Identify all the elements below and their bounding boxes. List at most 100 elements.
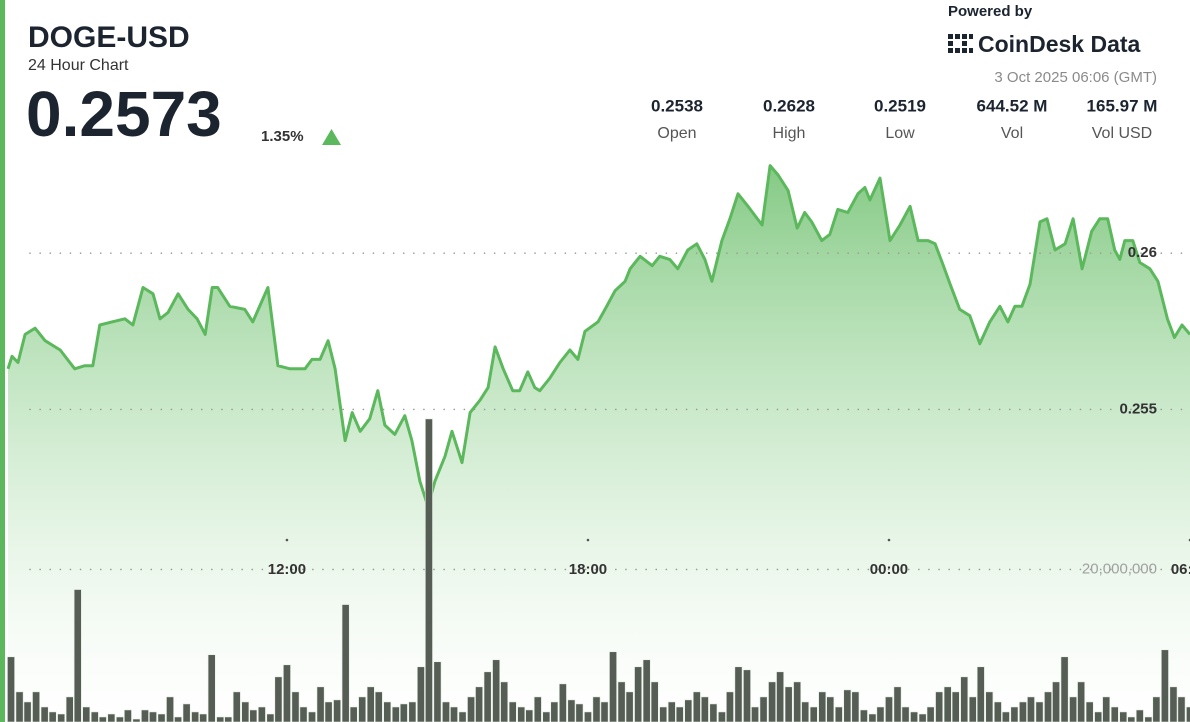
- volume-bar: [341, 604, 350, 722]
- volume-bar: [776, 671, 785, 722]
- volume-bar: [1135, 709, 1144, 722]
- volume-bar: [1035, 701, 1044, 722]
- volume-bar: [458, 711, 467, 722]
- volume-bar: [910, 711, 918, 722]
- volume-bar: [876, 706, 885, 722]
- volume-bar: [659, 706, 668, 722]
- area-fill: [8, 165, 1190, 722]
- volume-bar: [1060, 656, 1069, 722]
- volume-bar: [709, 703, 718, 722]
- labels: 0.255 0.26 12:00 18:00 00:00 06:00 20,000,000: [268, 244, 1190, 578]
- x-tick-label: 12:00: [268, 561, 306, 578]
- bars: [7, 418, 1190, 722]
- stat-value: 0.2538: [651, 96, 703, 115]
- volume-bar: [266, 713, 275, 722]
- volume-bar: [985, 691, 994, 722]
- stats: 0.2538 Open 0.2628 High 0.2519 Low 644.52 M Vol…: [651, 96, 1157, 142]
- volume-bar: [684, 699, 693, 722]
- volume-bar: [918, 713, 927, 722]
- volume-bar: [1169, 686, 1178, 722]
- volume-bar: [801, 701, 810, 722]
- volume-bar: [885, 696, 893, 722]
- volume-bar: [15, 691, 24, 722]
- volume-bar: [249, 709, 258, 722]
- volume-bar: [182, 703, 191, 722]
- stat-value: 0.2519: [874, 96, 926, 115]
- volume-bar: [901, 706, 910, 722]
- volume-bar: [433, 661, 442, 722]
- volume-bar: [1144, 716, 1153, 722]
- volume-bar: [7, 656, 15, 722]
- volume-bar: [993, 701, 1002, 722]
- volume-bar: [48, 711, 57, 722]
- volume-bar: [609, 651, 617, 722]
- volume-bar: [625, 691, 634, 722]
- volume-bar: [893, 686, 902, 722]
- volume-bar: [174, 716, 182, 722]
- volume-bar: [943, 686, 952, 722]
- volume-bar: [216, 716, 225, 722]
- volume-bar: [149, 711, 157, 722]
- volume-bar: [759, 696, 768, 722]
- volume-bar: [868, 713, 877, 722]
- volume-bar: [634, 666, 643, 722]
- logo-icon: [948, 34, 973, 53]
- volume-bar: [843, 689, 852, 722]
- up-arrow: [322, 129, 341, 145]
- volume-bar: [483, 671, 492, 722]
- plot: 0.255 0.26 12:00 18:00 00:00 06:00 20,000,000: [6, 164, 1190, 722]
- volume-bar: [73, 589, 82, 722]
- volume-bar: [450, 706, 458, 722]
- volume-bar: [1052, 681, 1060, 722]
- volume-bar: [718, 711, 726, 722]
- y-tick-label: 20,000,000: [1082, 560, 1157, 577]
- symbol: DOGE-USD: [28, 21, 190, 54]
- x-tick-label: 06:00: [1171, 561, 1190, 578]
- volume-bar: [274, 676, 283, 722]
- stat-value: 644.52 M: [977, 96, 1048, 115]
- volume-bar: [826, 696, 835, 722]
- stat-label: Vol: [1001, 125, 1023, 142]
- volume-bar: [283, 664, 291, 722]
- volume-bar: [517, 706, 526, 722]
- volume-bar: [333, 699, 342, 722]
- volume-bar: [383, 701, 392, 722]
- volume-bar: [726, 691, 734, 722]
- volume-bar: [960, 676, 969, 722]
- volume-bar: [525, 709, 534, 722]
- volume-bar: [358, 696, 367, 722]
- volume-bar: [199, 713, 208, 722]
- volume-bar: [751, 706, 759, 722]
- volume-bar: [98, 716, 107, 722]
- volume-bar: [425, 418, 433, 722]
- volume-bar: [374, 691, 383, 722]
- volume-bar: [584, 711, 592, 722]
- volume-bar: [508, 701, 517, 722]
- volume-bar: [642, 659, 651, 722]
- volume-bar: [442, 701, 450, 722]
- volume-bar: [784, 686, 793, 722]
- volume-bar: [1010, 706, 1019, 722]
- volume-bar: [1102, 696, 1111, 722]
- volume-bar: [157, 713, 166, 722]
- volume-bar: [232, 691, 241, 722]
- volume-bar: [65, 696, 74, 722]
- volume-bar: [291, 691, 300, 722]
- volume-bar: [1027, 696, 1035, 722]
- volume-bar: [700, 696, 709, 722]
- volume-bar: [951, 691, 960, 722]
- stat-label: Open: [657, 125, 696, 142]
- volume-bar: [308, 711, 316, 722]
- volume-bar: [567, 699, 576, 722]
- price: 0.2573: [26, 78, 222, 150]
- volume-bar: [743, 669, 751, 722]
- volume-bar: [1119, 711, 1128, 722]
- volume-bar: [968, 696, 977, 722]
- volume-bar: [1044, 691, 1052, 722]
- volume-bar: [366, 686, 375, 722]
- volume-bar: [818, 691, 827, 722]
- powered-by: Powered by: [948, 3, 1033, 20]
- volume-bar: [141, 709, 149, 722]
- volume-bar: [600, 701, 609, 722]
